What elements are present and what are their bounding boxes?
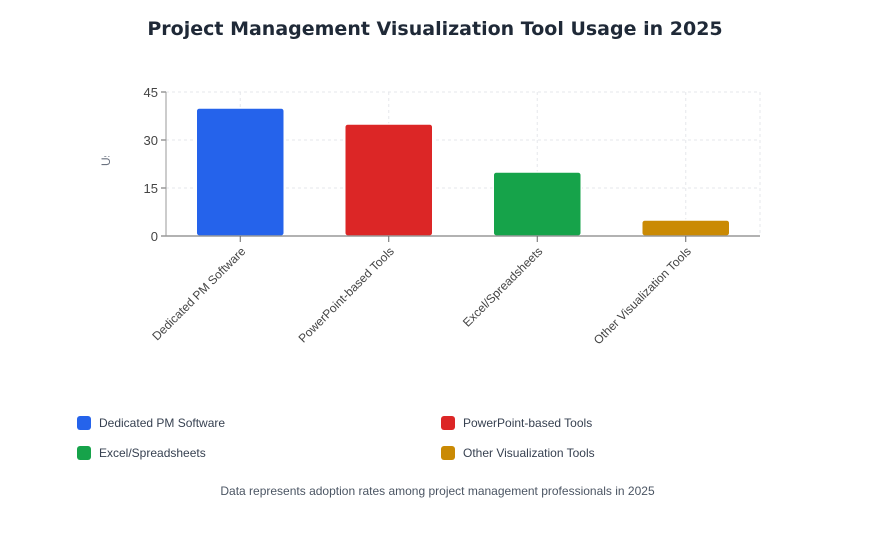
bar-chart: 0 15 30 45 Dedicated PM Software PowerPoint-b… <box>99 66 761 347</box>
x-tick-label: Dedicated PM Software <box>149 244 248 343</box>
bar <box>344 123 434 237</box>
chart-title: Project Management Visualization Tool Us… <box>147 18 723 40</box>
x-tick-label: Excel/Spreadsheets <box>460 244 545 329</box>
legend-item[interactable]: PowerPoint-based Tools <box>441 416 592 430</box>
legend-label: Other Visualization Tools <box>463 446 595 460</box>
x-tick-label: Other Visualization Tools <box>591 244 694 347</box>
y-tick-label: 15 <box>144 181 158 196</box>
legend-label: PowerPoint-based Tools <box>463 416 593 430</box>
y-tick-label: 30 <box>144 133 158 148</box>
y-tick-label: 0 <box>151 229 158 244</box>
legend-item[interactable]: Excel/Spreadsheets <box>77 446 206 460</box>
bar <box>641 219 731 237</box>
legend-swatch <box>77 416 91 430</box>
y-tick-label: 45 <box>144 85 158 100</box>
x-tick-label: PowerPoint-based Tools <box>296 244 397 345</box>
legend-swatch <box>77 446 91 460</box>
legend-swatch <box>441 446 455 460</box>
legend-item[interactable]: Dedicated PM Software <box>77 416 225 430</box>
legend-label: Dedicated PM Software <box>99 416 226 430</box>
bar <box>492 171 582 237</box>
legend-item[interactable]: Other Visualization Tools <box>441 446 595 460</box>
y-axis-label: Usage Percentage <box>99 66 113 166</box>
bar <box>195 107 285 237</box>
legend-label: Excel/Spreadsheets <box>99 446 206 460</box>
footer-note: Data represents adoption rates among pro… <box>220 484 655 498</box>
legend-swatch <box>441 416 455 430</box>
